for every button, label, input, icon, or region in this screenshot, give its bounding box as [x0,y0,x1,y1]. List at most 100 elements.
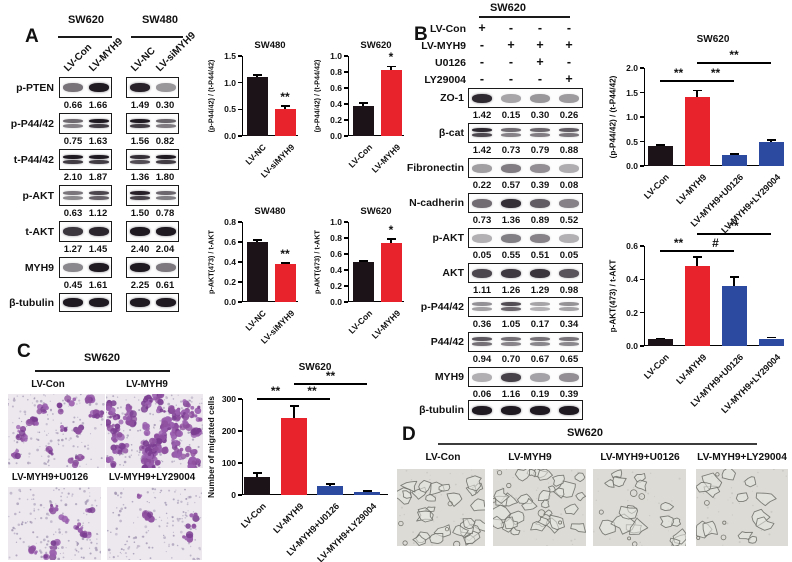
significance-line [697,80,734,82]
header-rule [131,36,183,38]
protein-band [530,198,550,208]
protein-band [559,233,579,243]
chart-ylabel: p-AKT(473) / t-AKT [608,259,618,333]
protein-band [62,118,83,123]
protein-band [88,190,109,195]
error-bar [284,106,286,110]
condition-label: LV-Con [430,23,466,35]
y-tick-label: 0.4 [626,274,638,285]
protein-band [155,190,176,195]
protein-band [62,83,83,92]
error-cap [692,256,702,258]
y-tick [640,278,644,281]
protein-band [530,268,550,278]
chart-title: SW620 [360,40,392,51]
protein-band [530,233,550,243]
condition-mark: - [566,21,572,35]
blot-value: 0.17 [530,319,550,330]
protein-band [155,159,176,164]
blot-value: 0.15 [501,110,521,121]
error-bar [293,406,295,419]
y-tick [344,71,348,73]
morphology-image-label: LV-MYH9+U0126 [600,452,680,463]
protein-label: p-P44/42 [10,117,54,130]
bar-LV-MYH9 [281,418,307,495]
error-cap [655,337,665,340]
condition-mark: - [566,55,572,69]
blot-value: 0.63 [63,208,83,219]
panel-b-label: B [414,24,428,45]
blot-value: 1.05 [501,319,521,330]
protein-label: N-cadherin [409,197,464,209]
y-tick [344,237,348,239]
y-tick-label: 0.6 [330,83,342,93]
error-cap [729,276,739,278]
condition-label: U0126 [435,57,466,69]
chart-plot-axes [242,56,298,136]
bar-LV-MYH9+LY29004 [758,338,784,346]
protein-band [155,83,176,92]
protein-band [129,123,150,128]
morphology-image-LV-MYH9 [493,469,586,546]
significance-label: ** [307,384,317,398]
chart-title: SW480 [254,40,286,51]
chart-plot-axes [644,246,782,346]
condition-mark: - [479,72,485,86]
blot-value: 0.78 [155,208,175,219]
protein-band [559,93,579,103]
protein-band [501,163,521,173]
y-tick-label: 1.0 [626,112,638,122]
y-tick-label: 0.2 [330,115,342,125]
blot-value: 0.73 [472,215,492,226]
y-tick-label: 0.4 [330,99,342,109]
protein-band [155,227,176,236]
blot-value: 0.05 [472,250,492,261]
protein-label: p-AKT [22,189,55,202]
y-tick-label: 1.5 [224,51,236,61]
error-cap [289,405,299,407]
y-tick-label: 0.2 [626,307,638,318]
blot-box [468,193,583,213]
protein-band [129,190,150,195]
protein-band [472,337,492,341]
migration-image-label: LV-MYH9+LY29004 [108,472,196,483]
protein-band [559,128,579,132]
chart-plot-axes [644,68,782,166]
morphology-image-LV-MYH9+LY29004 [696,469,788,546]
blot-value: 0.89 [530,215,550,226]
protein-band [88,159,109,164]
protein-band [530,337,550,341]
morphology-image-label: LV-Con [425,452,461,463]
y-tick-label: 0.6 [626,241,638,251]
chart-a3: SW480 p-AKT(473) / t-AKT 0.0 0.2 0.4 0.6 0.8 LV… [200,196,306,360]
blot-box [468,367,583,387]
bar-LV-Con [244,477,270,495]
migration-image-label: LV-MYH9+U0126 [11,472,89,483]
error-bar [329,484,331,487]
protein-band [88,123,109,128]
blot-box [59,257,112,278]
blot-value: 1.42 [472,145,492,156]
protein-band [88,154,109,159]
protein-band [530,405,550,415]
panel-d-label: D [402,424,416,445]
protein-band [472,372,492,382]
morphology-image-label: LV-MYH9 [508,452,552,463]
protein-band [472,268,492,278]
blot-box [468,123,583,143]
blot-value: 0.45 [63,280,83,291]
blot-box [126,113,179,134]
error-bar [256,473,258,478]
y-tick-label: 0.5 [626,136,638,147]
blot-value: 0.94 [472,354,492,365]
protein-band [530,342,550,346]
condition-mark: - [508,55,514,69]
blot-value: 2.10 [63,172,83,183]
blot-value: 0.05 [559,250,579,261]
bar-LV-MYH9+LY29004 [354,492,380,495]
protein-label: β-tubulin [9,296,54,309]
y-tick [640,245,644,247]
blot-value: 1.50 [130,208,150,219]
error-cap [252,74,262,76]
